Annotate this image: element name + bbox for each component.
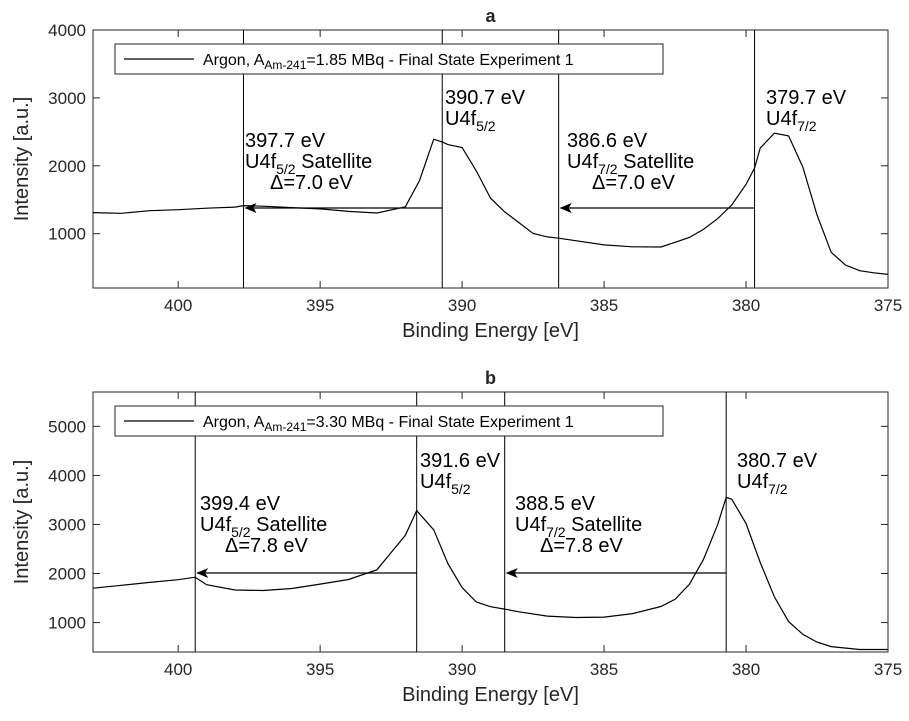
panel-b-peak-annotation-line: U4f5/2 xyxy=(420,471,471,497)
panel-b-y-tick-label: 1000 xyxy=(48,614,86,633)
panel-a-legend-subscript: Am-241 xyxy=(264,58,306,72)
panel-a-legend-box xyxy=(114,43,664,75)
panel-a-peak-annotation-line: U4f7/2 xyxy=(766,108,817,134)
panel-a-y-axis-label: Intensity [a.u.] xyxy=(11,97,33,222)
panel-a-title: a xyxy=(485,6,496,26)
panel-b-peak-annotation-line: 380.7 eV xyxy=(737,450,818,472)
panel-b-annotation-subscript: 5/2 xyxy=(231,524,251,540)
panel-b-annotation-subscript: 7/2 xyxy=(768,481,788,497)
panel-a-x-axis-label: Binding Energy [eV] xyxy=(402,320,579,342)
panel-b-x-axis-label: Binding Energy [eV] xyxy=(402,684,579,706)
panel-a-x-tick-label: 400 xyxy=(164,296,192,315)
panel-a-series-line xyxy=(92,132,889,275)
panel-a-peak-annotation-line: Δ=7.0 eV xyxy=(270,172,354,194)
panel-a-y-tick-label: 1000 xyxy=(48,225,86,244)
panel-a-y-tick-label: 3000 xyxy=(48,89,86,108)
panel-b-y-tick-label: 5000 xyxy=(48,417,86,436)
panel-b-x-tick-label: 375 xyxy=(874,660,902,679)
panel-b-y-tick-label: 2000 xyxy=(48,565,86,584)
panel-b-axes-box xyxy=(92,391,889,653)
panel-b-x-tick-label: 380 xyxy=(732,660,760,679)
panel-b-y-tick-label: 3000 xyxy=(48,515,86,534)
panel-a-peak-annotation-line: U4f7/2 Satellite xyxy=(567,151,694,177)
panel-b-peak-annotation-line: Δ=7.8 eV xyxy=(540,535,624,557)
panel-b-annotation-suffix: Satellite xyxy=(251,514,328,536)
panel-a-annotation-subscript: 7/2 xyxy=(797,118,817,134)
panel-b-annotation-subscript: 5/2 xyxy=(451,481,471,497)
panel-a-x-tick-label: 380 xyxy=(732,296,760,315)
panel-a-peak-annotation-line: 390.7 eV xyxy=(445,87,526,109)
panel-b-peak-annotation-line: U4f5/2 Satellite xyxy=(200,514,327,540)
panel-b-x-tick-label: 390 xyxy=(448,660,476,679)
panel-a-peak-annotation-line: 379.7 eV xyxy=(766,87,847,109)
panel-b-legend-suffix: =3.30 MBq - Final State Experiment 1 xyxy=(306,414,573,431)
panel-b-x-tick-label: 400 xyxy=(164,660,192,679)
panel-b-peak-annotation-line: 399.4 eV xyxy=(200,493,281,515)
panel-a-peak-annotation-line: U4f5/2 xyxy=(445,108,496,134)
panel-a-annotation-subscript: 7/2 xyxy=(598,161,618,177)
panel-b-y-tick-label: 4000 xyxy=(48,466,86,485)
panel-b-peak-annotation-line: 388.5 eV xyxy=(515,493,596,515)
panel-b-peak-annotation-line: Δ=7.8 eV xyxy=(225,535,309,557)
panel-b-peak-annotation-line: U4f7/2 Satellite xyxy=(515,514,642,540)
panel-b-peak-annotation-line: U4f7/2 xyxy=(737,471,788,497)
panel-b-annotation-suffix: Satellite xyxy=(566,514,643,536)
panel-a-peak-annotation-line: U4f5/2 Satellite xyxy=(245,151,372,177)
panel-a: a 400 395 390 385 380 375 1000 2000 3000 4000 Bindi… xyxy=(11,6,902,342)
panel-a-x-tick-label: 375 xyxy=(874,296,902,315)
panel-b-x-tick-label: 395 xyxy=(306,660,334,679)
panel-b-x-tick-label: 385 xyxy=(590,660,618,679)
panel-a-y-tick-label: 2000 xyxy=(48,157,86,176)
panel-b-title: b xyxy=(485,368,496,388)
panel-a-legend-suffix: =1.85 MBq - Final State Experiment 1 xyxy=(306,52,573,69)
panel-a-axes-box xyxy=(92,29,889,289)
panel-a-annotation-subscript: 5/2 xyxy=(476,118,496,134)
panel-a-peak-annotation-line: 397.7 eV xyxy=(245,130,326,152)
panel-b-y-axis-label: Intensity [a.u.] xyxy=(11,460,33,585)
panel-a-y-tick-label: 4000 xyxy=(48,21,86,40)
panel-a-x-tick-label: 390 xyxy=(448,296,476,315)
panel-b-peak-annotation-line: 391.6 eV xyxy=(420,450,501,472)
panel-a-x-tick-label: 395 xyxy=(306,296,334,315)
panel-a-x-tick-label: 385 xyxy=(590,296,618,315)
panel-a-annotation-suffix: Satellite xyxy=(296,151,373,173)
panel-b-series-line xyxy=(92,496,888,651)
panel-a-annotation-subscript: 5/2 xyxy=(276,161,296,177)
panel-b-annotation-subscript: 7/2 xyxy=(546,524,566,540)
panel-a-annotation-suffix: Satellite xyxy=(618,151,695,173)
panel-b: b 400 395 390 385 380 375 1000 2000 3000 4000 5000 B… xyxy=(11,368,902,706)
panel-b-legend-box xyxy=(114,405,664,437)
panel-a-peak-annotation-line: 386.6 eV xyxy=(567,130,648,152)
panel-b-legend-subscript: Am-241 xyxy=(264,420,306,434)
panel-a-peak-annotation-line: Δ=7.0 eV xyxy=(592,172,676,194)
